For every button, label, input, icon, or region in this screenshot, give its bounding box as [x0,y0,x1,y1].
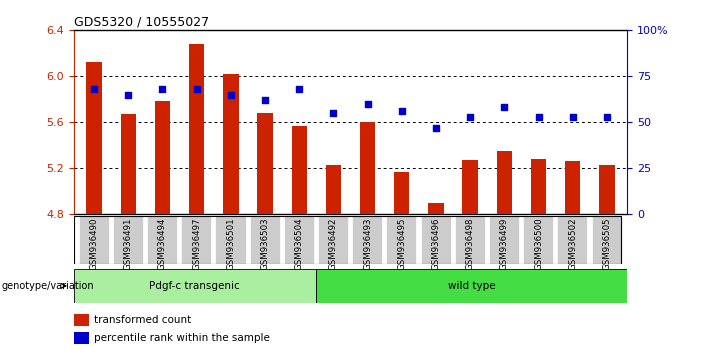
Point [430,125,442,131]
Text: GSM936501: GSM936501 [226,218,236,270]
Bar [86,62,102,214]
Text: Pdgf-c transgenic: Pdgf-c transgenic [149,281,240,291]
Point [567,114,578,119]
Text: GSM936500: GSM936500 [534,218,543,270]
Point [498,104,510,110]
Point [601,114,613,119]
Point [396,108,407,114]
Text: GSM936504: GSM936504 [294,218,304,270]
Point [225,92,236,97]
Bar [496,151,512,214]
Bar [463,160,478,214]
Bar [113,216,143,264]
Bar [155,101,170,214]
Point [259,97,271,103]
Text: transformed count: transformed count [95,315,191,325]
Bar [421,216,451,264]
Point [157,86,168,92]
Text: GSM936493: GSM936493 [363,218,372,270]
Bar [489,216,519,264]
Bar [74,332,89,344]
Point [328,110,339,116]
Bar [257,113,273,214]
Bar [386,216,416,264]
Text: genotype/variation: genotype/variation [1,281,94,291]
Point [191,86,203,92]
Point [88,86,100,92]
Point [362,101,373,107]
Text: GSM936492: GSM936492 [329,218,338,270]
Text: GSM936505: GSM936505 [602,218,611,270]
Text: GSM936497: GSM936497 [192,218,201,270]
Text: wild type: wild type [448,281,496,291]
Bar [74,269,316,303]
Point [123,92,134,97]
Bar [121,114,136,214]
Bar [523,216,553,264]
Bar [455,216,485,264]
Point [294,86,305,92]
Bar [394,172,409,214]
Text: GSM936490: GSM936490 [90,218,99,270]
Bar [531,159,546,214]
Bar [189,44,205,214]
Text: GSM936502: GSM936502 [569,218,577,270]
Bar [250,216,280,264]
Bar [292,126,307,214]
Bar [316,269,627,303]
Text: GSM936496: GSM936496 [431,218,440,270]
Bar [565,161,580,214]
Text: GSM936494: GSM936494 [158,218,167,270]
Text: percentile rank within the sample: percentile rank within the sample [95,333,271,343]
Bar [223,74,238,214]
Bar [557,216,587,264]
Text: GSM936503: GSM936503 [261,218,270,270]
Text: GSM936495: GSM936495 [397,218,407,270]
Bar [284,216,314,264]
Bar [215,216,245,264]
Bar [428,202,444,214]
Point [465,114,476,119]
Bar [592,216,622,264]
Bar [182,216,212,264]
Bar [352,216,382,264]
Bar [599,165,615,214]
Text: GSM936498: GSM936498 [465,218,475,270]
Bar [326,165,341,214]
Bar [147,216,177,264]
Point [533,114,544,119]
Text: GDS5320 / 10555027: GDS5320 / 10555027 [74,16,209,29]
Text: GSM936499: GSM936499 [500,218,509,270]
Bar [79,216,109,264]
Text: GSM936491: GSM936491 [124,218,132,270]
Bar [318,216,348,264]
Bar [360,122,375,214]
Bar [74,314,89,326]
